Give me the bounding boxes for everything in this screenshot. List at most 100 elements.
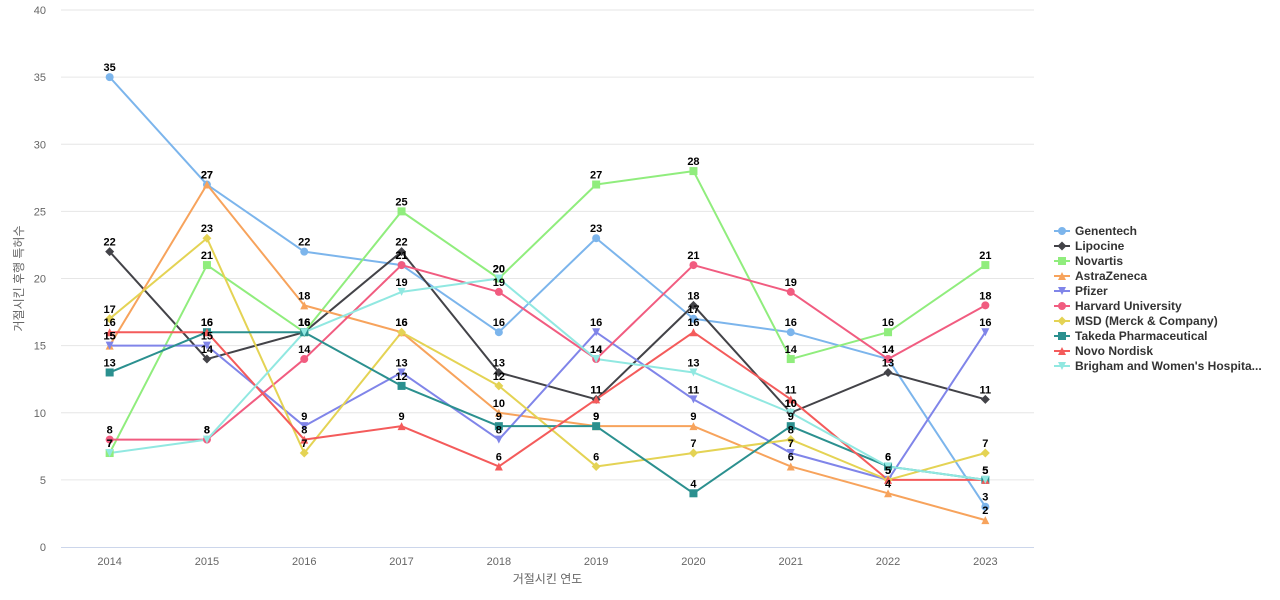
data-label-msd-merck-company: 17	[104, 304, 116, 316]
data-label-novartis: 7	[107, 438, 113, 450]
data-label-lipocine: 14	[201, 344, 214, 356]
data-point-genentech	[689, 314, 698, 323]
data-label-novo-nordisk: 16	[201, 317, 213, 329]
data-label-msd-merck-company: 23	[201, 223, 213, 235]
data-point-novo-nordisk	[494, 462, 503, 471]
data-label-genentech: 16	[785, 317, 797, 329]
legend-marker-msd-merck-company	[1057, 316, 1067, 326]
x-axis-title: 거절시킨 연도	[513, 572, 583, 586]
y-tick-label: 20	[34, 274, 46, 286]
series-markers	[105, 73, 990, 525]
data-point-astrazeneca	[884, 489, 893, 498]
data-point-novartis	[397, 207, 406, 216]
data-point-harvard-university	[397, 261, 406, 270]
data-point-lipocine	[397, 247, 407, 257]
data-point-pfizer	[592, 328, 601, 337]
data-point-astrazeneca	[786, 462, 795, 471]
data-point-lipocine	[202, 354, 212, 364]
data-point-harvard-university	[300, 355, 309, 364]
y-tick-label: 35	[34, 72, 46, 84]
legend-label-novo-nordisk: Novo Nordisk	[1075, 344, 1153, 358]
series-line-harvard-university	[108, 264, 987, 441]
data-point-brigham-and-women-s-hospita	[105, 449, 114, 458]
data-label-harvard-university: 21	[395, 250, 407, 262]
data-label-lipocine: 22	[395, 237, 407, 249]
legend-item-msd-merck-company[interactable]: MSD (Merck & Company)	[1054, 314, 1218, 328]
legend-item-novo-nordisk[interactable]: Novo Nordisk	[1054, 344, 1153, 358]
data-label-harvard-university: 8	[107, 425, 113, 437]
data-label-novo-nordisk: 11	[785, 384, 797, 396]
data-label-lipocine: 13	[493, 357, 505, 369]
data-point-harvard-university	[105, 435, 114, 444]
data-point-pfizer	[397, 368, 406, 377]
data-label-pfizer: 13	[395, 357, 407, 369]
data-label-harvard-university: 14	[298, 344, 311, 356]
data-point-astrazeneca	[981, 516, 990, 525]
data-point-takeda-pharmaceutical	[494, 422, 503, 431]
data-label-brigham-and-women-s-hospita: 13	[687, 357, 699, 369]
data-point-genentech	[105, 73, 114, 82]
data-point-astrazeneca	[300, 301, 309, 310]
data-label-takeda-pharmaceutical: 5	[982, 465, 988, 477]
legend-label-novartis: Novartis	[1075, 254, 1123, 268]
data-point-lipocine	[883, 367, 893, 377]
data-point-novo-nordisk	[786, 395, 795, 404]
data-point-pfizer	[105, 341, 114, 350]
legend-item-takeda-pharmaceutical[interactable]: Takeda Pharmaceutical	[1054, 329, 1208, 343]
data-label-pfizer: 9	[301, 411, 307, 423]
data-point-msd-merck-company	[786, 435, 796, 445]
data-label-brigham-and-women-s-hospita: 20	[493, 264, 505, 276]
data-point-pfizer	[300, 422, 309, 431]
data-label-novartis: 25	[395, 196, 407, 208]
data-label-genentech: 27	[201, 170, 213, 182]
data-label-brigham-and-women-s-hospita: 19	[395, 277, 407, 289]
legend-marker-novo-nordisk	[1058, 347, 1066, 355]
legend-item-novartis[interactable]: Novartis	[1054, 254, 1123, 268]
data-point-msd-merck-company	[494, 381, 504, 391]
data-label-takeda-pharmaceutical: 9	[593, 411, 599, 423]
legend-item-pfizer[interactable]: Pfizer	[1054, 284, 1108, 298]
legend-item-astrazeneca[interactable]: AstraZeneca	[1054, 269, 1147, 283]
legend-item-genentech[interactable]: Genentech	[1054, 224, 1137, 238]
data-label-msd-merck-company: 7	[690, 438, 696, 450]
data-point-brigham-and-women-s-hospita	[981, 475, 990, 484]
data-point-novartis	[786, 355, 795, 364]
y-axis-tick-labels: 0 5 10 15 20 25 30 35 40	[34, 5, 46, 554]
y-tick-label: 0	[40, 542, 46, 554]
x-tick-label: 2019	[584, 556, 608, 568]
data-label-pfizer: 16	[590, 317, 602, 329]
y-tick-label: 5	[40, 475, 46, 487]
data-point-novo-nordisk	[300, 435, 309, 444]
data-point-astrazeneca	[202, 180, 211, 189]
data-label-brigham-and-women-s-hospita: 16	[298, 317, 310, 329]
data-label-novartis: 16	[882, 317, 894, 329]
series-line-novo-nordisk	[108, 331, 987, 481]
data-point-genentech	[981, 502, 990, 511]
legend-item-harvard-university[interactable]: Harvard University	[1054, 299, 1182, 313]
y-tick-label: 10	[34, 408, 46, 420]
legend-item-lipocine[interactable]: Lipocine	[1054, 239, 1125, 253]
data-label-astrazeneca: 2	[982, 505, 988, 517]
data-point-genentech	[300, 247, 309, 256]
data-point-brigham-and-women-s-hospita	[689, 368, 698, 377]
data-point-astrazeneca	[689, 422, 698, 431]
data-point-brigham-and-women-s-hospita	[592, 355, 601, 364]
data-label-novartis: 21	[201, 250, 213, 262]
data-point-takeda-pharmaceutical	[786, 422, 795, 431]
data-label-astrazeneca: 16	[395, 317, 407, 329]
data-point-brigham-and-women-s-hospita	[202, 435, 211, 444]
data-point-msd-merck-company	[299, 448, 309, 458]
data-label-pfizer: 7	[788, 438, 794, 450]
legend-item-brigham-and-women-s-hospita[interactable]: Brigham and Women's Hospita...	[1054, 359, 1262, 373]
x-tick-label: 2016	[292, 556, 316, 568]
data-label-brigham-and-women-s-hospita: 10	[785, 398, 797, 410]
legend-marker-pfizer	[1058, 287, 1066, 295]
data-label-novo-nordisk: 16	[687, 317, 699, 329]
data-point-msd-merck-company	[980, 448, 990, 458]
data-label-takeda-pharmaceutical: 9	[496, 411, 502, 423]
data-point-pfizer	[202, 341, 211, 350]
data-point-astrazeneca	[494, 408, 503, 417]
data-label-takeda-pharmaceutical: 13	[104, 357, 116, 369]
data-point-msd-merck-company	[688, 448, 698, 458]
data-label-harvard-university: 14	[882, 344, 895, 356]
